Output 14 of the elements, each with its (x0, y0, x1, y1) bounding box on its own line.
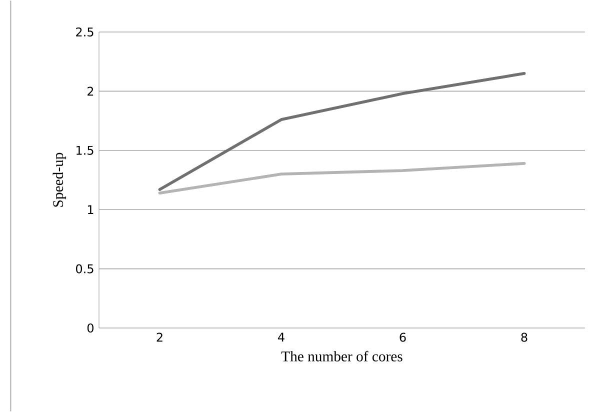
x-tick-label: 4 (278, 332, 284, 342)
line-series (158, 72, 526, 191)
x-tick-label: 8 (521, 332, 528, 342)
x-axis-title: The number of cores (281, 350, 402, 362)
y-tick-label: 1 (88, 205, 94, 214)
y-tick-label: 1.5 (76, 146, 94, 155)
y-tick-label: 2.5 (76, 27, 94, 37)
line-series (158, 162, 526, 194)
y-tick-label: 0.5 (76, 264, 94, 274)
y-tick-label: 0 (87, 323, 94, 333)
y-tick-label: 2 (88, 86, 94, 96)
x-tick-label: 6 (400, 332, 406, 342)
x-tick-label: 2 (156, 332, 162, 342)
y-axis-title: Speed-up (52, 152, 66, 207)
